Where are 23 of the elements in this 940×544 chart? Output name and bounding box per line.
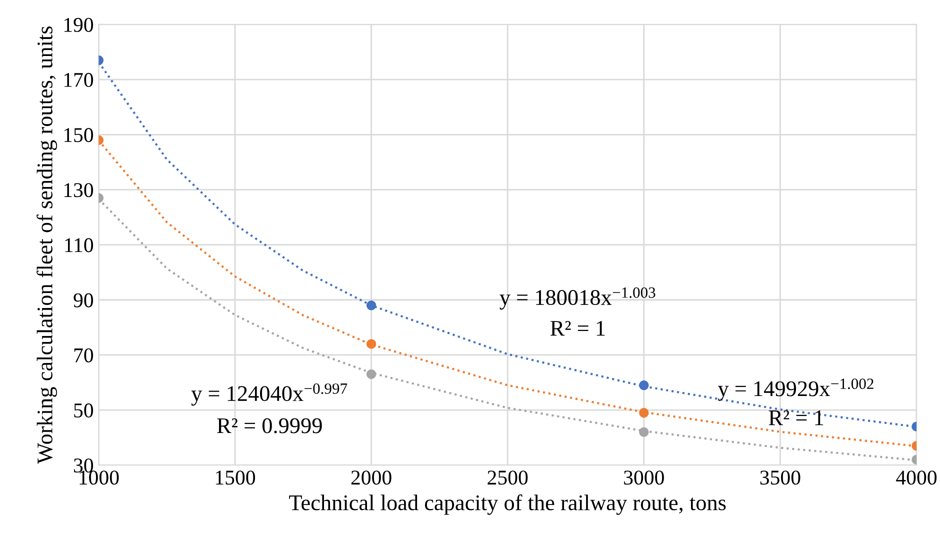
x-tick-label: 1000	[80, 470, 119, 485]
y-tick-label: 150	[64, 128, 94, 142]
x-axis-title: Technical load capacity of the railway route, tons	[289, 494, 726, 515]
annotation: y = 124040x$^{−0.997}$	[191, 383, 348, 406]
y-tick-label: 130	[64, 183, 94, 198]
x-tick-label: 1500	[216, 470, 256, 485]
x-tick-label: 3500	[760, 470, 800, 485]
y-tick-label: 110	[65, 238, 94, 252]
x-tick-label: 3000	[624, 470, 664, 485]
y-tick-label: 190	[64, 18, 94, 32]
y-tick-label: 50	[74, 403, 94, 418]
y-tick-label: 90	[74, 293, 94, 308]
y-tick-label: 170	[64, 72, 94, 87]
x-tick-label: 2500	[488, 470, 528, 485]
annotation: y = 180018x$^{−1.003}$	[500, 287, 656, 310]
y-tick-label: 70	[74, 348, 94, 362]
annotation: R² = 1	[550, 320, 605, 336]
annotation: R² = 0.9999	[217, 418, 322, 434]
y-axis-title: Working calculation fleet of sending routes, units	[36, 26, 58, 464]
x-tick-label: 4000	[896, 470, 937, 485]
x-tick-label: 2000	[351, 470, 392, 485]
annotation: R² = 1	[768, 410, 824, 426]
annotation: y = 149929x$^{−1.002}$	[718, 378, 874, 401]
